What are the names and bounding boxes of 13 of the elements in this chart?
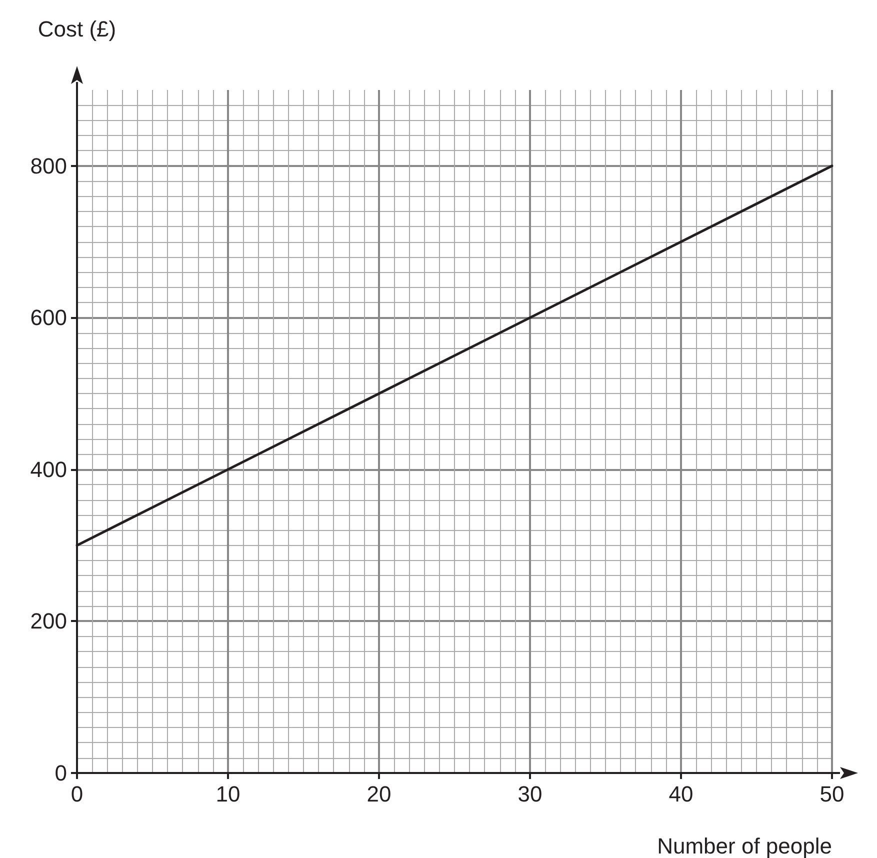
x-tick-label: 0 bbox=[70, 782, 84, 806]
y-tick-label: 600 bbox=[30, 305, 67, 330]
x-axis-title: Number of people bbox=[657, 834, 832, 858]
y-tick-label: 400 bbox=[30, 456, 67, 482]
x-tick-label: 10 bbox=[216, 782, 240, 806]
y-tick-label: 800 bbox=[30, 153, 67, 178]
x-tick-label: 20 bbox=[366, 782, 392, 806]
y-tick-label: 200 bbox=[30, 608, 67, 634]
y-tick-label: 0 bbox=[54, 760, 67, 786]
y-axis-title: Cost (£) bbox=[38, 16, 116, 42]
x-tick-label: 40 bbox=[668, 782, 694, 806]
x-tick-label: 30 bbox=[518, 782, 542, 806]
x-tick-label: 50 bbox=[820, 782, 844, 806]
